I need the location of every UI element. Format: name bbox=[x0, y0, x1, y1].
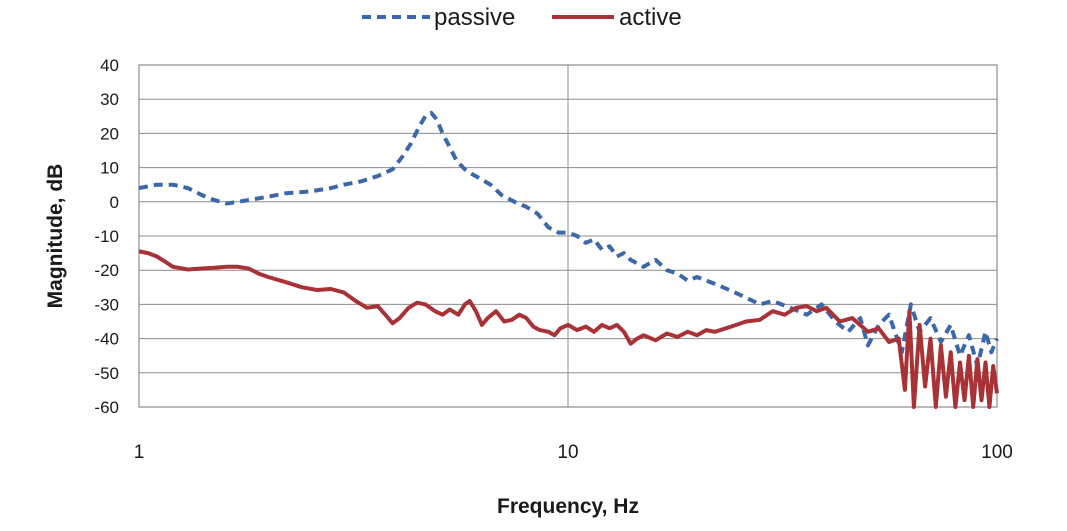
y-tick-label: 30 bbox=[100, 90, 119, 109]
x-tick-label: 100 bbox=[981, 442, 1013, 463]
x-tick-label: 1 bbox=[134, 442, 145, 463]
y-axis-title: Magnitude, dB bbox=[44, 164, 67, 309]
x-axis-title: Frequency, Hz bbox=[497, 495, 639, 518]
y-axis-ticks: 40 30 20 10 0 -10 -20 -30 -40 -50 -60 bbox=[94, 56, 119, 417]
legend-label-passive: passive bbox=[434, 4, 515, 31]
y-tick-label: 10 bbox=[100, 159, 119, 178]
y-tick-label: 0 bbox=[110, 193, 119, 212]
y-tick-label: -40 bbox=[94, 330, 119, 349]
y-tick-label: -20 bbox=[94, 261, 119, 280]
x-axis-ticks: 1 10 100 bbox=[134, 442, 1013, 463]
series-lines bbox=[138, 110, 999, 409]
series-line-active bbox=[138, 249, 999, 409]
y-tick-label: -10 bbox=[94, 227, 119, 246]
y-tick-label: -30 bbox=[94, 295, 119, 314]
legend-label-active: active bbox=[619, 4, 682, 31]
y-tick-label: -50 bbox=[94, 364, 119, 383]
y-tick-label: 20 bbox=[100, 124, 119, 143]
y-tick-label: -60 bbox=[94, 398, 119, 417]
x-tick-label: 10 bbox=[557, 442, 578, 463]
series-line-passive bbox=[138, 110, 999, 368]
legend: passive active bbox=[362, 4, 682, 31]
y-tick-label: 40 bbox=[100, 56, 119, 75]
gridlines bbox=[138, 64, 998, 408]
